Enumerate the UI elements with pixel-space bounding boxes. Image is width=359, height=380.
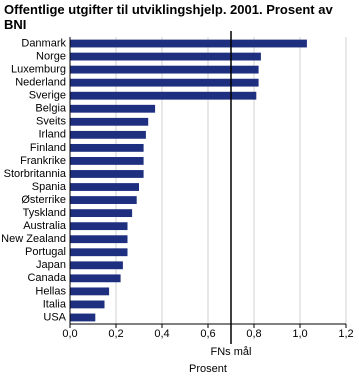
- x-tick-label: 1,0: [292, 328, 307, 340]
- bar: [70, 274, 121, 283]
- bar: [70, 261, 123, 270]
- y-tick-label: Italia: [43, 298, 67, 310]
- y-tick-label: New Zealand: [1, 233, 66, 245]
- y-tick-label: Nederland: [15, 77, 66, 89]
- y-tick-label: Portugal: [25, 246, 66, 258]
- bar: [70, 130, 146, 139]
- bar: [70, 209, 133, 218]
- y-tick-label: Danmark: [21, 37, 66, 49]
- chart-title: Offentlige utgifter til utviklingshjelp.…: [4, 2, 333, 32]
- bar: [70, 117, 149, 126]
- x-tick-label: 0,4: [154, 328, 169, 340]
- y-tick-label: Sveits: [36, 116, 66, 128]
- bar: [70, 248, 128, 257]
- bar: [70, 222, 128, 231]
- bar: [70, 78, 259, 87]
- x-tick-label: 0,6: [200, 328, 215, 340]
- bar: [70, 39, 307, 48]
- y-tick-label: Frankrike: [20, 155, 66, 167]
- bar: [70, 104, 156, 113]
- bar: [70, 235, 128, 244]
- bar: [70, 52, 261, 61]
- bar: [70, 313, 96, 322]
- bar: [70, 91, 257, 100]
- y-tick-label: USA: [43, 311, 66, 323]
- y-tick-label: Østerrike: [21, 194, 66, 206]
- y-tick-label: Australia: [23, 220, 67, 232]
- y-tick-label: Luxemburg: [11, 64, 66, 76]
- y-tick-label: Irland: [38, 129, 66, 141]
- bar: [70, 183, 139, 191]
- y-tick-label: Finland: [30, 142, 66, 154]
- bar: [70, 300, 105, 309]
- y-tick-label: Tyskland: [23, 207, 66, 219]
- bar: [70, 196, 137, 204]
- x-axis-label: Prosent: [189, 363, 227, 375]
- y-tick-label: Hellas: [35, 285, 66, 297]
- reference-label: FNs mål: [211, 346, 252, 358]
- bar: [70, 157, 144, 165]
- x-tick-label: 0,8: [246, 328, 261, 340]
- y-tick-label: Japan: [36, 259, 66, 271]
- bar: [70, 287, 110, 296]
- x-tick-label: 1,2: [338, 328, 353, 340]
- x-tick-label: 0,0: [62, 328, 77, 340]
- y-tick-label: Sverige: [29, 90, 66, 102]
- bar: [70, 65, 259, 74]
- y-tick-label: Norge: [36, 50, 66, 62]
- y-tick-label: Canada: [27, 272, 66, 284]
- y-tick-label: Storbritannia: [4, 168, 67, 180]
- bar: [70, 170, 144, 178]
- y-tick-label: Belgia: [35, 103, 66, 115]
- bar: [70, 143, 144, 152]
- y-tick-label: Spania: [32, 181, 67, 193]
- x-tick-label: 0,2: [108, 328, 123, 340]
